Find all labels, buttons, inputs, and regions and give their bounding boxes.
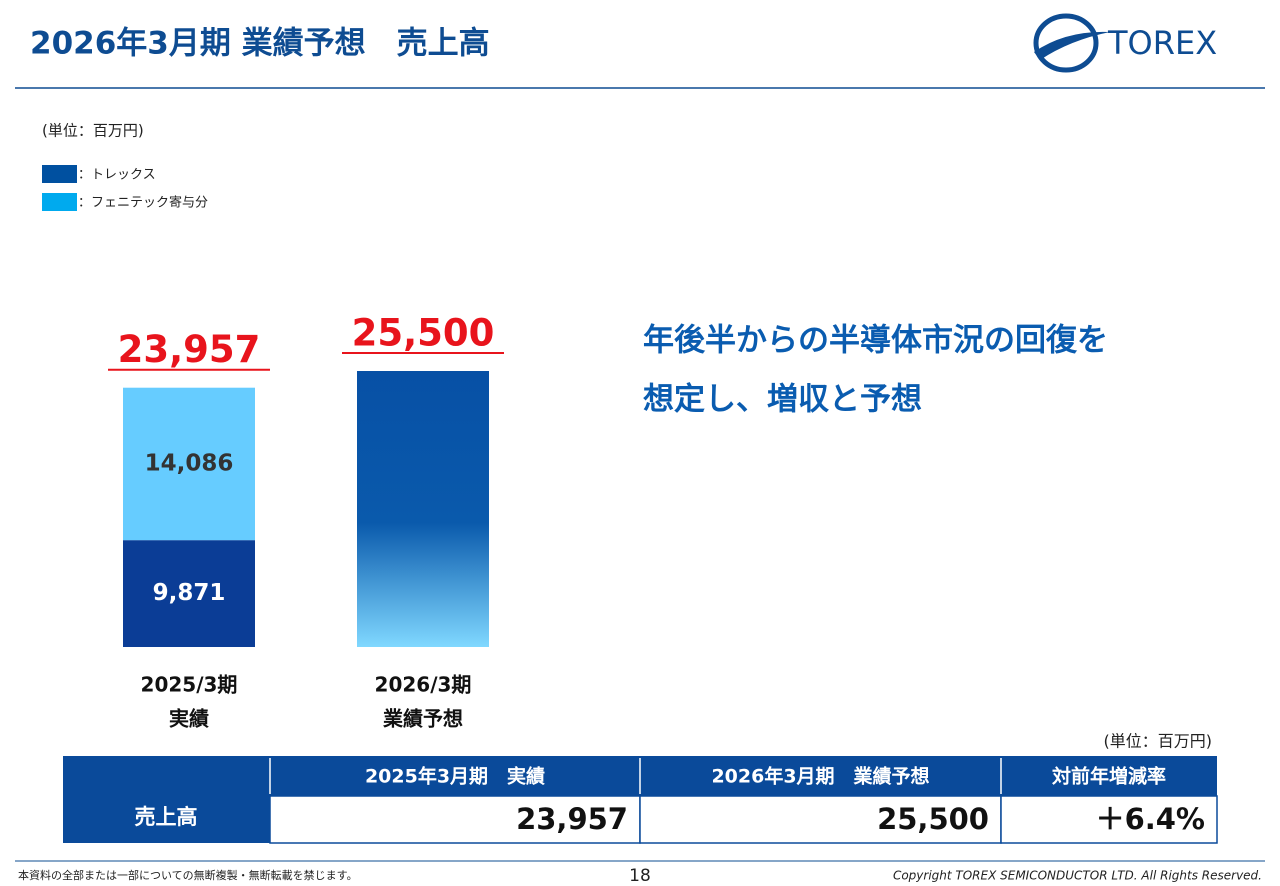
- category-sublabel: 業績予想: [383, 707, 463, 731]
- category-label: 2026/3期: [375, 673, 472, 697]
- title: 2026年3月期 業績予想 売上高: [30, 26, 490, 62]
- total-label: 25,500: [352, 312, 495, 355]
- legend-swatch: [42, 165, 77, 183]
- page-number: 18: [629, 866, 651, 886]
- table-value: 23,957: [516, 802, 628, 836]
- table-cell: [639, 795, 1002, 844]
- category-label: 2025/3期: [141, 673, 238, 697]
- copyright: Copyright TOREX SEMICONDUCTOR LTD. All R…: [893, 869, 1262, 883]
- table-header: 2026年3月期 業績予想: [711, 765, 929, 788]
- row-label: 売上高: [135, 805, 198, 829]
- bar-segment: [357, 371, 489, 647]
- unit-label: (単位：百万円): [42, 122, 144, 140]
- row-label-bg: [63, 796, 270, 843]
- bar-segment: [123, 540, 255, 647]
- category-sublabel: 実績: [169, 707, 209, 731]
- logo-text: TOREX: [1107, 24, 1217, 62]
- table-value: 25,500: [877, 802, 989, 836]
- table-header: 2025年3月期 実績: [365, 765, 545, 788]
- table-unit: (単位：百万円): [1104, 732, 1213, 751]
- table-cell: [1000, 795, 1218, 844]
- logo: TOREX: [1033, 13, 1217, 73]
- table-value: ＋6.4%: [1096, 802, 1205, 836]
- message: 想定し、増収と予想: [643, 382, 922, 418]
- message: 年後半からの半導体市況の回復を: [643, 323, 1108, 359]
- footer-notice: 本資料の全部または一部についての無断複製・無断転載を禁じます。: [18, 868, 358, 882]
- value-label: 9,871: [153, 580, 226, 606]
- legend-label: ：フェニテック寄与分: [78, 195, 208, 211]
- total-label: 23,957: [118, 328, 261, 371]
- legend-label: ：トレックス: [78, 168, 156, 183]
- table-cell: [269, 795, 641, 844]
- legend-swatch: [42, 193, 77, 211]
- table-header: 対前年増減率: [1051, 765, 1166, 788]
- bar-segment: [123, 387, 255, 541]
- value-label: 14,086: [145, 450, 234, 476]
